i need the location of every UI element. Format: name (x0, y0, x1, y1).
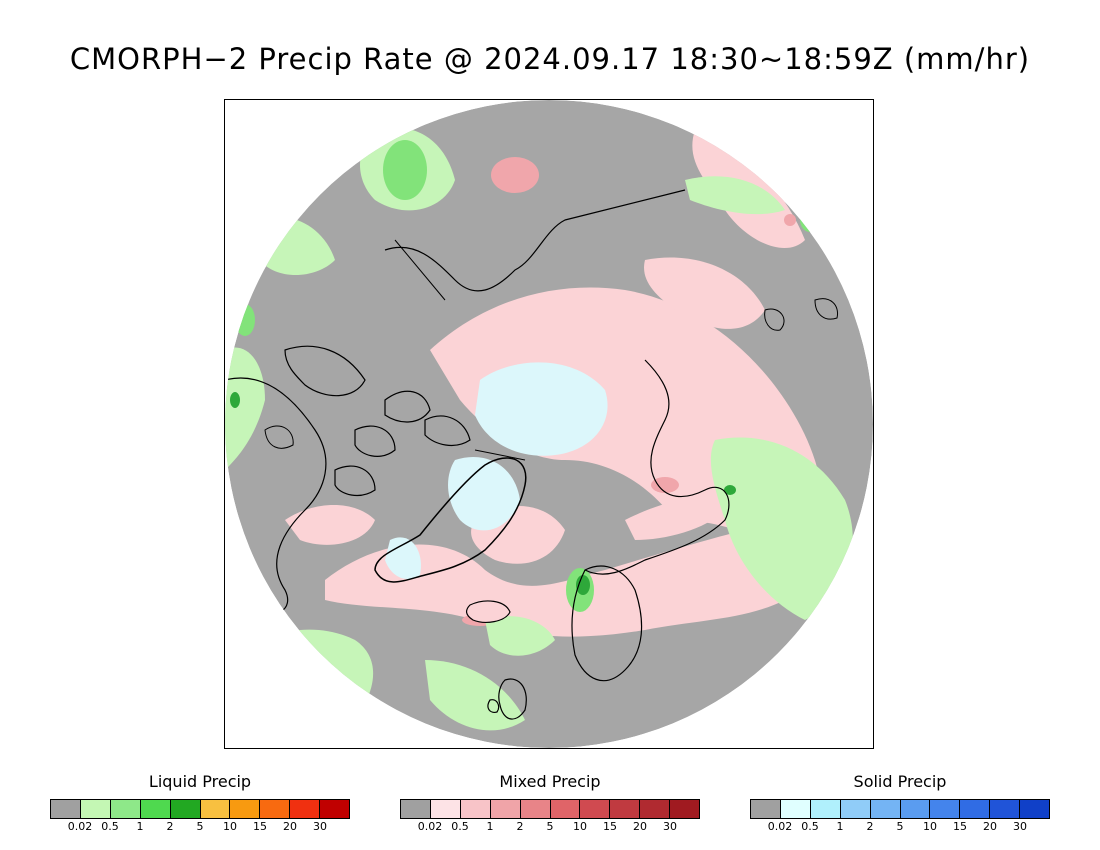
legend-swatch (80, 800, 111, 818)
legend-swatch (460, 800, 491, 818)
british-isles-outline (487, 678, 527, 720)
legend-ticks: 0.02 0.5 1 2 5 10 15 20 30 (50, 819, 350, 833)
legend-swatch (1020, 800, 1050, 818)
legend-tick-label: 0.5 (451, 820, 469, 833)
legend-swatch (140, 800, 171, 818)
legend-tick-label: 0.02 (767, 820, 793, 833)
legend-tick-label: 30 (1013, 820, 1027, 833)
solid-precip-areas (385, 362, 608, 580)
legend-tick-label: 15 (603, 820, 617, 833)
legend-tick-label: 2 (166, 820, 174, 833)
legend-tick-label: 20 (983, 820, 997, 833)
polar-map-svg (225, 100, 873, 748)
legend-swatch (610, 800, 641, 818)
legend-swatch (110, 800, 141, 818)
legend-tick-label: 15 (953, 820, 967, 833)
legend-tick-label: 0.02 (67, 820, 93, 833)
legend-swatch (840, 800, 871, 818)
legend-swatch (990, 800, 1021, 818)
legend-solid: Solid Precip 0.02 0.5 1 2 5 10 15 20 30 (750, 772, 1050, 833)
scandinavia-coast (571, 565, 643, 682)
legend-mixed: Mixed Precip 0.02 0.5 1 2 5 10 15 20 30 (400, 772, 700, 833)
legend-swatch (580, 800, 611, 818)
legend-title: Mixed Precip (499, 772, 601, 791)
legend-tick-label: 1 (486, 820, 494, 833)
legend-title: Liquid Precip (148, 772, 252, 791)
legend-tick-label: 20 (283, 820, 297, 833)
legend-tick-label: 10 (223, 820, 237, 833)
legend-tick-label: 30 (313, 820, 327, 833)
legend-tick-label: 5 (546, 820, 554, 833)
legend-swatch (670, 800, 700, 818)
legend-ticks: 0.02 0.5 1 2 5 10 15 20 30 (400, 819, 700, 833)
legend-colorbar (750, 799, 1050, 819)
legend-liquid: Liquid Precip 0.02 0.5 1 2 5 10 15 20 30 (50, 772, 350, 833)
legend-tick-label: 2 (516, 820, 524, 833)
legend-swatch (230, 800, 261, 818)
legend-swatch (550, 800, 581, 818)
legend-tick-label: 30 (663, 820, 677, 833)
greenland-outline (374, 457, 527, 583)
legend-swatch (170, 800, 201, 818)
page-title: CMORPH−2 Precip Rate @ 2024.09.17 18:30~… (69, 42, 1031, 76)
legend-swatch (810, 800, 841, 818)
legend-swatch (900, 800, 931, 818)
north-america-coast (225, 377, 327, 615)
legend-tick-label: 2 (866, 820, 874, 833)
precip-map (224, 99, 874, 749)
legend-swatch (320, 800, 350, 818)
liquid-heavy-areas (230, 392, 736, 595)
date-line (394, 239, 446, 301)
legend-swatch (960, 800, 991, 818)
legend-ticks: 0.02 0.5 1 2 5 10 15 20 30 (750, 819, 1050, 833)
legend-swatch (640, 800, 671, 818)
legend-swatch (520, 800, 551, 818)
legend-title: Solid Precip (853, 772, 947, 791)
legend-tick-label: 10 (573, 820, 587, 833)
legend-tick-label: 1 (836, 820, 844, 833)
iceland-outline (466, 600, 511, 623)
legend-swatch (200, 800, 231, 818)
legend-swatch (51, 800, 81, 818)
legend-swatch (290, 800, 321, 818)
legend-tick-label: 0.02 (417, 820, 443, 833)
legend-tick-label: 20 (633, 820, 647, 833)
legend-swatch (930, 800, 961, 818)
legend-swatch (870, 800, 901, 818)
eurasia-north-coast (584, 359, 730, 575)
alaska-siberia-coast (384, 189, 686, 292)
legend-tick-label: 0.5 (801, 820, 819, 833)
legend-swatch (401, 800, 431, 818)
legend-swatch (751, 800, 781, 818)
legend-tick-label: 5 (896, 820, 904, 833)
lakes-outline (264, 298, 839, 449)
legend-colorbar (50, 799, 350, 819)
legend-tick-label: 5 (196, 820, 204, 833)
legend-swatch (430, 800, 461, 818)
legend-swatch (490, 800, 521, 818)
legend-tick-label: 1 (136, 820, 144, 833)
legend-swatch (260, 800, 291, 818)
legend-colorbar (400, 799, 700, 819)
legend-tick-label: 15 (253, 820, 267, 833)
legend-tick-label: 0.5 (101, 820, 119, 833)
canadian-archipelago-outline (284, 345, 471, 497)
legend-tick-label: 10 (923, 820, 937, 833)
legend-swatch (780, 800, 811, 818)
boundary-line (474, 449, 526, 461)
